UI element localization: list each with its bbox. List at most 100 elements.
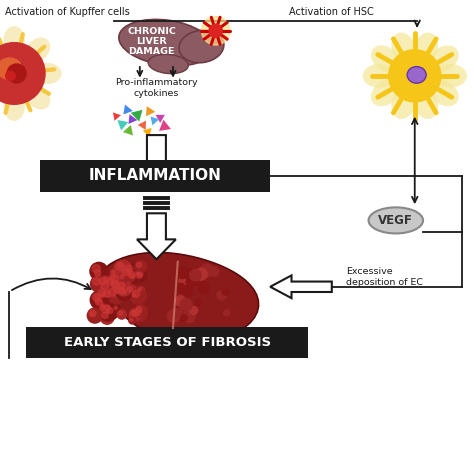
Circle shape bbox=[130, 274, 135, 279]
Circle shape bbox=[103, 290, 110, 297]
Circle shape bbox=[201, 264, 213, 277]
Circle shape bbox=[186, 277, 196, 287]
Polygon shape bbox=[146, 106, 155, 116]
Circle shape bbox=[136, 271, 147, 282]
Circle shape bbox=[87, 308, 102, 323]
Circle shape bbox=[138, 288, 142, 291]
Circle shape bbox=[99, 291, 110, 302]
Circle shape bbox=[128, 271, 135, 278]
Circle shape bbox=[108, 273, 127, 291]
Circle shape bbox=[7, 64, 26, 83]
Circle shape bbox=[100, 305, 105, 310]
Polygon shape bbox=[137, 213, 176, 259]
Circle shape bbox=[93, 268, 107, 282]
Text: EARLY STAGES OF FIBROSIS: EARLY STAGES OF FIBROSIS bbox=[64, 336, 271, 349]
Ellipse shape bbox=[4, 26, 25, 55]
Circle shape bbox=[105, 278, 117, 290]
Circle shape bbox=[113, 306, 120, 312]
Polygon shape bbox=[131, 110, 143, 121]
Ellipse shape bbox=[434, 64, 467, 88]
Circle shape bbox=[107, 308, 113, 313]
Circle shape bbox=[93, 296, 109, 312]
Circle shape bbox=[132, 290, 139, 297]
Circle shape bbox=[96, 298, 101, 303]
Ellipse shape bbox=[413, 33, 438, 65]
Circle shape bbox=[110, 279, 127, 296]
Circle shape bbox=[167, 310, 180, 323]
Circle shape bbox=[96, 287, 113, 303]
Ellipse shape bbox=[392, 33, 416, 65]
Text: Pro-inflammatory
cytokines: Pro-inflammatory cytokines bbox=[115, 78, 198, 98]
Circle shape bbox=[105, 308, 113, 316]
Circle shape bbox=[99, 304, 109, 315]
Circle shape bbox=[123, 263, 138, 278]
Ellipse shape bbox=[25, 84, 50, 109]
Circle shape bbox=[389, 50, 441, 102]
Circle shape bbox=[130, 288, 146, 304]
Circle shape bbox=[127, 287, 133, 292]
Polygon shape bbox=[155, 115, 165, 123]
Ellipse shape bbox=[428, 46, 459, 73]
Ellipse shape bbox=[25, 37, 50, 63]
Circle shape bbox=[105, 305, 110, 310]
Circle shape bbox=[110, 275, 119, 283]
Circle shape bbox=[90, 263, 108, 280]
Circle shape bbox=[6, 71, 15, 81]
Circle shape bbox=[117, 262, 128, 273]
Circle shape bbox=[108, 273, 120, 286]
Circle shape bbox=[210, 267, 219, 276]
Circle shape bbox=[118, 311, 122, 315]
Ellipse shape bbox=[179, 30, 224, 63]
Circle shape bbox=[129, 309, 141, 321]
Circle shape bbox=[135, 261, 147, 273]
Polygon shape bbox=[98, 253, 259, 341]
Circle shape bbox=[107, 279, 112, 284]
Circle shape bbox=[114, 260, 132, 279]
Circle shape bbox=[90, 311, 97, 318]
Circle shape bbox=[117, 310, 127, 319]
Circle shape bbox=[130, 318, 133, 321]
Circle shape bbox=[137, 287, 145, 294]
Circle shape bbox=[98, 279, 117, 297]
Circle shape bbox=[121, 289, 127, 294]
Circle shape bbox=[127, 269, 141, 284]
Polygon shape bbox=[123, 105, 133, 114]
Circle shape bbox=[118, 263, 123, 268]
Circle shape bbox=[98, 289, 106, 296]
Text: INFLAMMATION: INFLAMMATION bbox=[89, 168, 222, 183]
Circle shape bbox=[106, 309, 109, 312]
Circle shape bbox=[136, 271, 143, 278]
Circle shape bbox=[116, 280, 132, 296]
Circle shape bbox=[122, 269, 129, 276]
FancyBboxPatch shape bbox=[26, 327, 308, 358]
Circle shape bbox=[111, 270, 115, 274]
Circle shape bbox=[173, 309, 183, 319]
Circle shape bbox=[131, 292, 139, 300]
Circle shape bbox=[176, 266, 188, 278]
Circle shape bbox=[100, 292, 105, 297]
Circle shape bbox=[183, 311, 195, 322]
Circle shape bbox=[89, 310, 96, 317]
Circle shape bbox=[137, 272, 142, 277]
Circle shape bbox=[125, 265, 132, 272]
Ellipse shape bbox=[368, 208, 423, 234]
Circle shape bbox=[120, 275, 124, 279]
Circle shape bbox=[92, 264, 100, 273]
Circle shape bbox=[92, 293, 101, 301]
Circle shape bbox=[120, 288, 131, 299]
Circle shape bbox=[92, 278, 100, 285]
Polygon shape bbox=[118, 120, 128, 130]
Text: CHRONIC
LIVER
DAMAGE: CHRONIC LIVER DAMAGE bbox=[127, 27, 176, 56]
Ellipse shape bbox=[371, 46, 401, 73]
Circle shape bbox=[102, 275, 114, 288]
Ellipse shape bbox=[33, 63, 62, 84]
Text: Activation of Kupffer cells: Activation of Kupffer cells bbox=[5, 7, 129, 17]
Circle shape bbox=[92, 292, 105, 305]
Polygon shape bbox=[123, 125, 133, 136]
Circle shape bbox=[109, 279, 124, 294]
Circle shape bbox=[133, 310, 138, 316]
Circle shape bbox=[209, 24, 222, 37]
Circle shape bbox=[128, 269, 134, 276]
Circle shape bbox=[217, 291, 226, 300]
Circle shape bbox=[175, 296, 185, 306]
